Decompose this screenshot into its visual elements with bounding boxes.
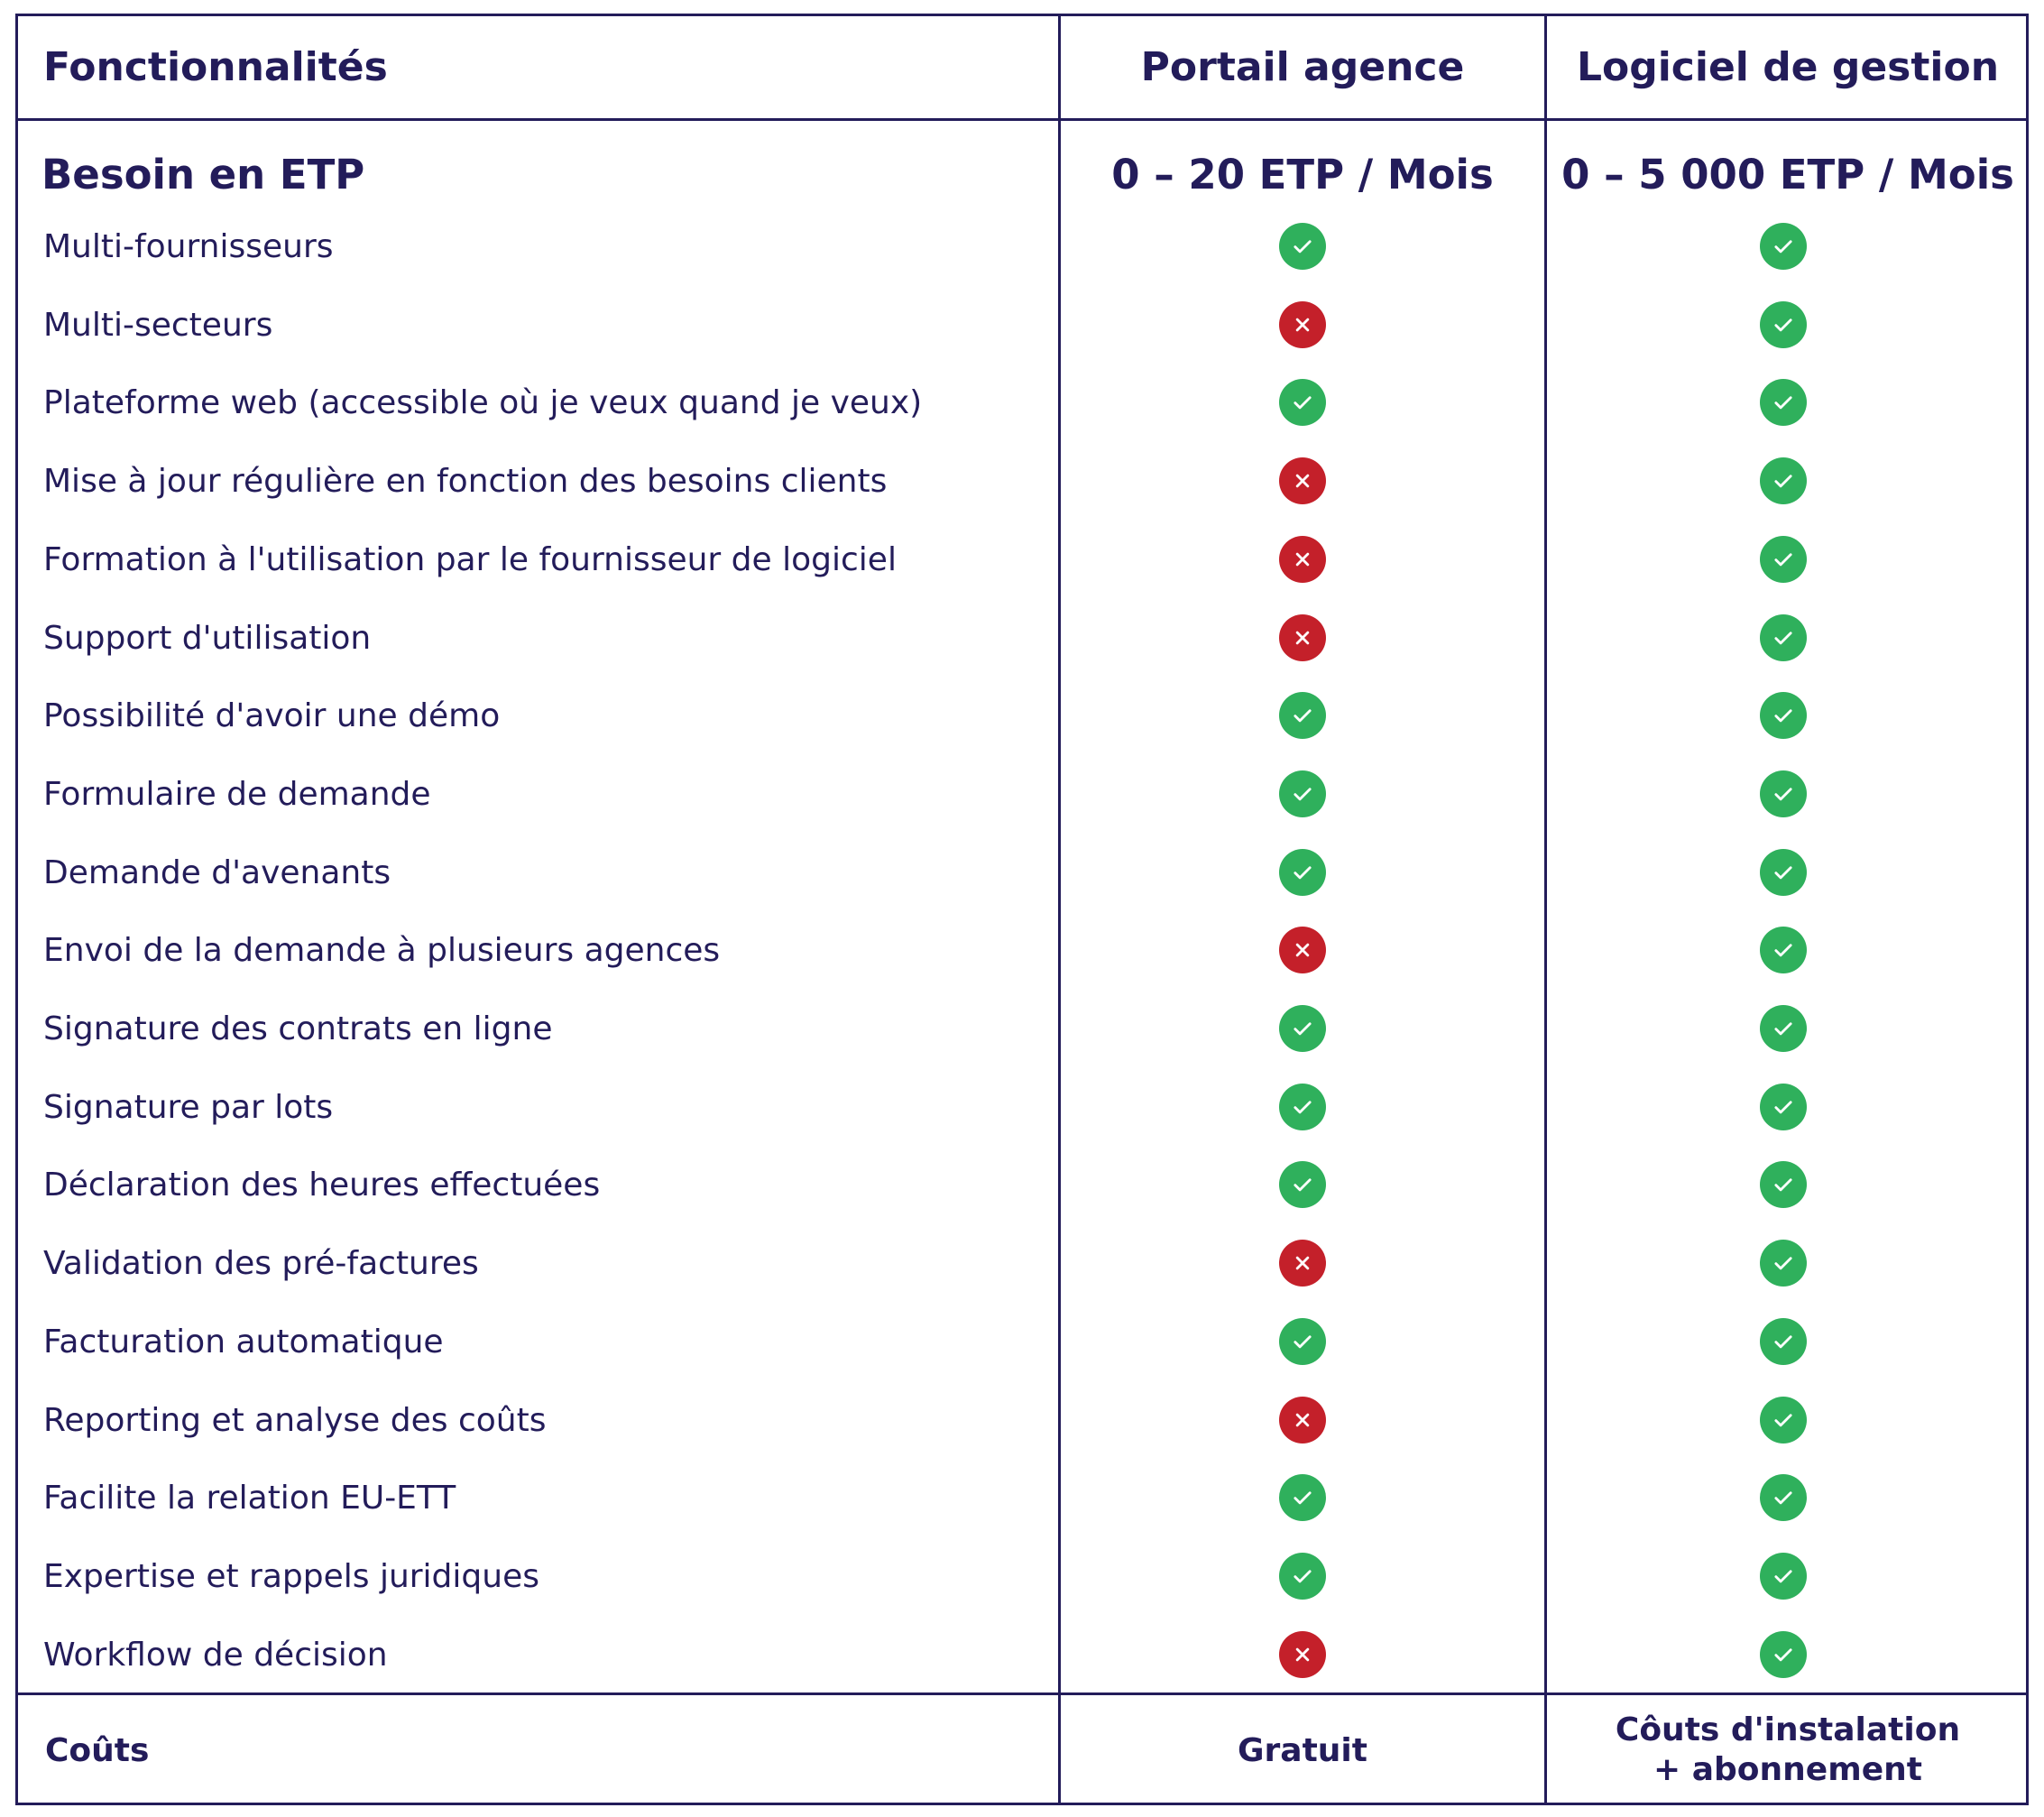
feature-label: Signature des contrats en ligne bbox=[43, 1010, 553, 1047]
check-icon bbox=[1279, 1161, 1326, 1209]
column-divider bbox=[1544, 16, 1547, 1803]
feature-label: Formulaire de demande bbox=[43, 775, 431, 813]
feature-label: Déclaration des heures effectuées bbox=[43, 1167, 601, 1204]
check-icon bbox=[1760, 692, 1807, 740]
column-divider bbox=[1058, 16, 1061, 1803]
feature-label: Facturation automatique bbox=[43, 1323, 444, 1360]
table-row: Signature des contrats en ligne bbox=[18, 990, 2026, 1068]
table-row: Facturation automatique bbox=[18, 1303, 2026, 1381]
table-row: Workflow de décision bbox=[18, 1616, 2026, 1694]
table-row: Envoi de la demande à plusieurs agences bbox=[18, 911, 2026, 990]
table-row: Formation à l'utilisation par le fournis… bbox=[18, 521, 2026, 599]
check-icon bbox=[1760, 223, 1807, 270]
header-divider bbox=[18, 118, 2026, 121]
footer-logiciel-cost: Côuts d'instalation + abonnement bbox=[1547, 1695, 2029, 1805]
table-row: Plateforme web (accessible où je veux qu… bbox=[18, 364, 2026, 442]
feature-label: Envoi de la demande à plusieurs agences bbox=[43, 932, 721, 970]
feature-label: Formation à l'utilisation par le fournis… bbox=[43, 540, 897, 578]
feature-label: Expertise et rappels juridiques bbox=[43, 1557, 539, 1595]
check-icon bbox=[1760, 1630, 1807, 1678]
header-features: Fonctionnalités bbox=[43, 44, 388, 90]
check-icon bbox=[1760, 300, 1807, 348]
check-icon bbox=[1760, 1396, 1807, 1443]
footer-costs-label: Coûts bbox=[45, 1731, 150, 1769]
cross-icon bbox=[1279, 300, 1326, 348]
etp-label: Besoin en ETP bbox=[41, 150, 365, 198]
check-icon bbox=[1760, 379, 1807, 427]
feature-label: Plateforme web (accessible où je veux qu… bbox=[43, 384, 923, 422]
etp-logiciel: 0 – 5 000 ETP / Mois bbox=[1561, 150, 2014, 198]
feature-label: Demande d'avenants bbox=[43, 853, 391, 891]
footer-portail-cost: Gratuit bbox=[1238, 1731, 1367, 1769]
check-icon bbox=[1760, 1005, 1807, 1052]
cross-icon bbox=[1279, 1396, 1326, 1443]
table-row: Multi-fournisseurs bbox=[18, 208, 2026, 286]
feature-label: Possibilité d'avoir une démo bbox=[43, 697, 501, 735]
table-row: Demande d'avenants bbox=[18, 834, 2026, 912]
check-icon bbox=[1279, 1474, 1326, 1522]
table-row: Reporting et analyse des coûts bbox=[18, 1381, 2026, 1460]
feature-label: Validation des pré-factures bbox=[43, 1245, 479, 1283]
cross-icon bbox=[1279, 535, 1326, 583]
footer-logiciel-cost-line2: + abonnement bbox=[1653, 1751, 1922, 1788]
footer-divider bbox=[18, 1692, 2026, 1695]
check-icon bbox=[1279, 379, 1326, 427]
cross-icon bbox=[1279, 457, 1326, 505]
check-icon bbox=[1760, 848, 1807, 896]
check-icon bbox=[1760, 1161, 1807, 1209]
check-icon bbox=[1760, 1552, 1807, 1600]
header-logiciel-gestion: Logiciel de gestion bbox=[1576, 44, 2000, 90]
feature-label: Facilite la relation EU-ETT bbox=[43, 1480, 456, 1517]
table-row: Validation des pré-factures bbox=[18, 1224, 2026, 1303]
check-icon bbox=[1279, 692, 1326, 740]
table-row: Expertise et rappels juridiques bbox=[18, 1537, 2026, 1616]
table-row: Déclaration des heures effectuées bbox=[18, 1146, 2026, 1224]
check-icon bbox=[1279, 1083, 1326, 1130]
check-icon bbox=[1760, 1317, 1807, 1365]
check-icon bbox=[1760, 535, 1807, 583]
check-icon bbox=[1760, 613, 1807, 661]
cross-icon bbox=[1279, 1240, 1326, 1287]
check-icon bbox=[1279, 1005, 1326, 1052]
table-row: Facilite la relation EU-ETT bbox=[18, 1459, 2026, 1537]
table-row: Multi-secteurs bbox=[18, 286, 2026, 364]
cross-icon bbox=[1279, 927, 1326, 974]
check-icon bbox=[1279, 770, 1326, 817]
check-icon bbox=[1279, 223, 1326, 270]
table-row: Possibilité d'avoir une démo bbox=[18, 677, 2026, 755]
comparison-table: Fonctionnalités Portail agence Logiciel … bbox=[15, 14, 2029, 1805]
feature-label: Workflow de décision bbox=[43, 1636, 388, 1674]
check-icon bbox=[1760, 457, 1807, 505]
table-row: Formulaire de demande bbox=[18, 755, 2026, 834]
feature-label: Multi-secteurs bbox=[43, 306, 273, 344]
check-icon bbox=[1760, 927, 1807, 974]
feature-label: Signature par lots bbox=[43, 1088, 334, 1126]
feature-label: Reporting et analyse des coûts bbox=[43, 1401, 547, 1439]
cross-icon bbox=[1279, 1630, 1326, 1678]
feature-label: Multi-fournisseurs bbox=[43, 228, 334, 265]
footer-logiciel-cost-line1: Côuts d'instalation bbox=[1615, 1711, 1961, 1748]
check-icon bbox=[1279, 848, 1326, 896]
feature-label: Mise à jour régulière en fonction des be… bbox=[43, 463, 888, 501]
check-icon bbox=[1760, 1083, 1807, 1130]
cross-icon bbox=[1279, 613, 1326, 661]
table-row: Mise à jour régulière en fonction des be… bbox=[18, 442, 2026, 521]
check-icon bbox=[1760, 770, 1807, 817]
etp-portail: 0 – 20 ETP / Mois bbox=[1111, 150, 1494, 198]
header-portail-agence: Portail agence bbox=[1140, 44, 1465, 90]
check-icon bbox=[1279, 1552, 1326, 1600]
check-icon bbox=[1760, 1474, 1807, 1522]
table-row: Signature par lots bbox=[18, 1068, 2026, 1147]
check-icon bbox=[1760, 1240, 1807, 1287]
table-row: Support d'utilisation bbox=[18, 599, 2026, 678]
check-icon bbox=[1279, 1317, 1326, 1365]
feature-label: Support d'utilisation bbox=[43, 619, 372, 657]
